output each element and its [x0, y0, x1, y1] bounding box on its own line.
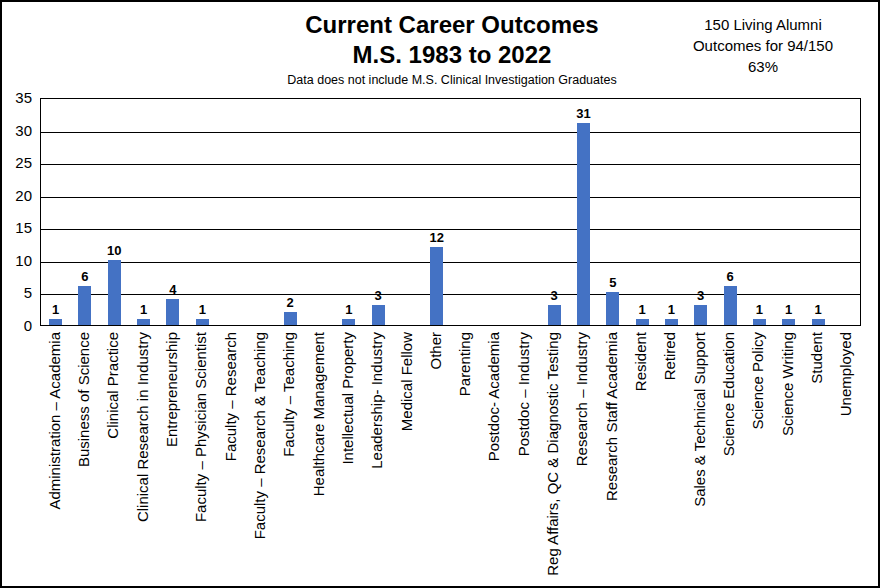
gridline-20	[41, 197, 860, 198]
bar-leadership-industry	[372, 305, 385, 325]
x-axis-category-label-faculty-teaching: Faculty – Teaching	[281, 332, 297, 584]
bar-value-label-intellectual-property: 1	[329, 302, 369, 317]
x-axis-category-label-postdoc-academia: Postdoc- Academia	[486, 332, 502, 584]
x-axis-category-label-other: Other	[428, 332, 444, 584]
x-axis-category-label-clinical-research-in-industry: Clinical Research in Industry	[135, 332, 151, 584]
bar-value-label-business-of-science: 6	[65, 269, 105, 284]
x-axis-category-label-research-staff-academia: Research Staff Academia	[604, 332, 620, 584]
x-axis-category-label-leadership-industry: Leadership- Industry	[369, 332, 385, 584]
bar-administration-academia	[49, 319, 62, 326]
bar-value-label-clinical-practice: 10	[94, 243, 134, 258]
x-axis-category-label-reg-affairs-qc-diagnostic-testing: Reg Affairs, QC & Diagnostic Testing	[545, 332, 561, 584]
bar-science-writing	[782, 319, 795, 326]
bar-value-label-research-industry: 31	[563, 106, 603, 121]
x-axis-category-label-healthcare-management: Healthcare Management	[311, 332, 327, 584]
bar-value-label-clinical-research-in-industry: 1	[124, 302, 164, 317]
y-axis-tick-label-15: 15	[2, 219, 32, 237]
bar-resident	[636, 319, 649, 326]
y-axis-tick-label-0: 0	[2, 317, 32, 335]
x-axis-category-label-faculty-research: Faculty – Research	[223, 332, 239, 584]
x-axis-category-label-business-of-science: Business of Science	[76, 332, 92, 584]
x-axis-category-label-faculty-physician-scientist: Faculty – Physician Scientist	[193, 332, 209, 584]
bar-research-staff-academia	[606, 292, 619, 325]
bar-value-label-sales-technical-support: 3	[681, 288, 721, 303]
x-axis-category-label-postdoc-industry: Postdoc – Industry	[516, 332, 532, 584]
y-axis-tick-label-30: 30	[2, 122, 32, 140]
bar-value-label-administration-academia: 1	[36, 302, 76, 317]
x-axis-category-label-resident: Resident	[633, 332, 649, 584]
x-axis-category-label-parenting: Parenting	[457, 332, 473, 584]
y-axis-tick-label-20: 20	[2, 187, 32, 205]
x-axis-category-label-research-industry: Research – Industry	[574, 332, 590, 584]
bar-value-label-entrepreneurship: 4	[153, 282, 193, 297]
bar-value-label-student: 1	[798, 302, 838, 317]
y-axis-tick-label-10: 10	[2, 252, 32, 270]
y-axis-tick-label-5: 5	[2, 284, 32, 302]
x-axis-category-label-science-policy: Science Policy	[750, 332, 766, 584]
plot-area: 16101412131233151136111	[40, 98, 861, 326]
bar-entrepreneurship	[166, 299, 179, 325]
alumni-note-line-3: 63%	[663, 56, 863, 77]
bar-value-label-faculty-physician-scientist: 1	[182, 302, 222, 317]
x-axis-category-label-administration-academia: Administration – Academia	[47, 332, 63, 584]
bar-value-label-retired: 1	[651, 302, 691, 317]
x-axis-category-label-student: Student	[809, 332, 825, 584]
x-axis-category-label-entrepreneurship: Entrepreneurship	[164, 332, 180, 584]
alumni-note: 150 Living Alumni Outcomes for 94/150 63…	[663, 14, 863, 77]
bar-clinical-practice	[108, 260, 121, 325]
y-axis-tick-label-35: 35	[2, 89, 32, 107]
bar-faculty-teaching	[284, 312, 297, 325]
bar-value-label-reg-affairs-qc-diagnostic-testing: 3	[534, 288, 574, 303]
bar-value-label-research-staff-academia: 5	[593, 275, 633, 290]
alumni-note-line-2: Outcomes for 94/150	[663, 35, 863, 56]
x-axis-category-label-intellectual-property: Intellectual Property	[340, 332, 356, 584]
alumni-note-line-1: 150 Living Alumni	[663, 14, 863, 35]
bar-research-industry	[577, 123, 590, 325]
bar-value-label-science-education: 6	[710, 269, 750, 284]
x-axis-category-label-retired: Retired	[662, 332, 678, 584]
gridline-30	[41, 132, 860, 133]
x-axis-category-label-sales-technical-support: Sales & Technical Support	[692, 332, 708, 584]
x-axis-category-label-faculty-research-teaching: Faculty – Research & Teaching	[252, 332, 268, 584]
x-axis-category-label-science-writing: Science Writing	[780, 332, 796, 584]
bar-intellectual-property	[342, 319, 355, 326]
bar-faculty-physician-scientist	[196, 319, 209, 326]
bar-sales-technical-support	[694, 305, 707, 325]
x-axis-category-label-clinical-practice: Clinical Practice	[105, 332, 121, 584]
bar-clinical-research-in-industry	[137, 319, 150, 326]
bar-student	[812, 319, 825, 326]
bar-reg-affairs-qc-diagnostic-testing	[548, 305, 561, 325]
bar-science-education	[724, 286, 737, 325]
bar-value-label-leadership-industry: 3	[358, 288, 398, 303]
x-axis-category-label-medical-fellow: Medical Fellow	[399, 332, 415, 584]
gridline-25	[41, 164, 860, 165]
chart-page: { "header": { "title_line1": "Current Ca…	[0, 0, 880, 588]
bar-business-of-science	[78, 286, 91, 325]
y-axis-tick-label-25: 25	[2, 154, 32, 172]
x-axis-category-label-science-education: Science Education	[721, 332, 737, 584]
bar-value-label-other: 12	[417, 230, 457, 245]
bar-retired	[665, 319, 678, 326]
bar-other	[430, 247, 443, 325]
gridline-10	[41, 262, 860, 263]
x-axis-category-label-unemployed: Unemployed	[838, 332, 854, 584]
bar-value-label-faculty-teaching: 2	[270, 295, 310, 310]
bar-science-policy	[753, 319, 766, 326]
